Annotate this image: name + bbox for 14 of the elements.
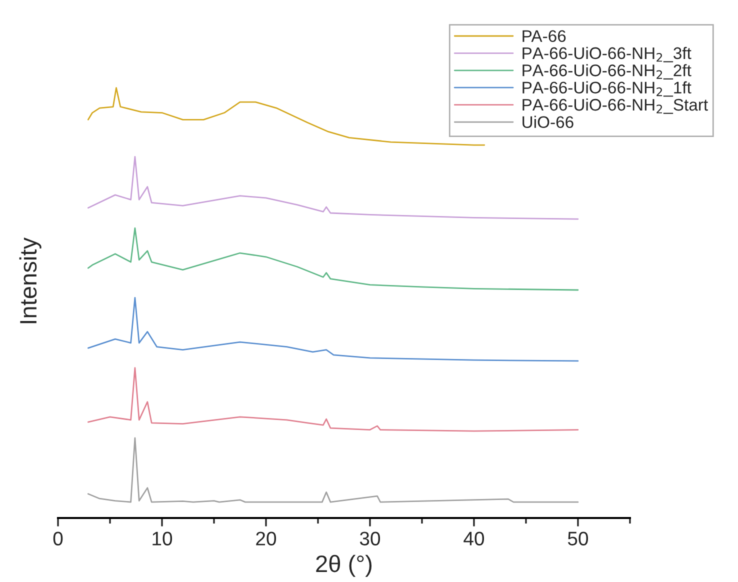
legend-label: UiO-66 (522, 116, 574, 128)
x-tick-label: 20 (256, 532, 276, 546)
x-tick-label: 40 (464, 532, 484, 546)
legend-label: PA-66-UiO-66-NH$_{2}$_Start (522, 98, 708, 114)
x-tick-label: 0 (53, 532, 63, 546)
legend-label: PA-66 (522, 30, 566, 42)
legend-label: PA-66-UiO-66-NH$_{2}$_2ft (522, 64, 692, 80)
legend-label: PA-66-UiO-66-NH$_{2}$_3ft (522, 46, 692, 62)
y-axis-title: Intensity (19, 237, 42, 324)
x-tick-label: 50 (568, 532, 588, 546)
x-tick-label: 30 (360, 532, 380, 546)
x-axis-title: 2θ (°) (316, 554, 372, 577)
legend-label: PA-66-UiO-66-NH$_{2}$_1ft (522, 81, 692, 97)
x-tick-label: 10 (152, 532, 172, 546)
